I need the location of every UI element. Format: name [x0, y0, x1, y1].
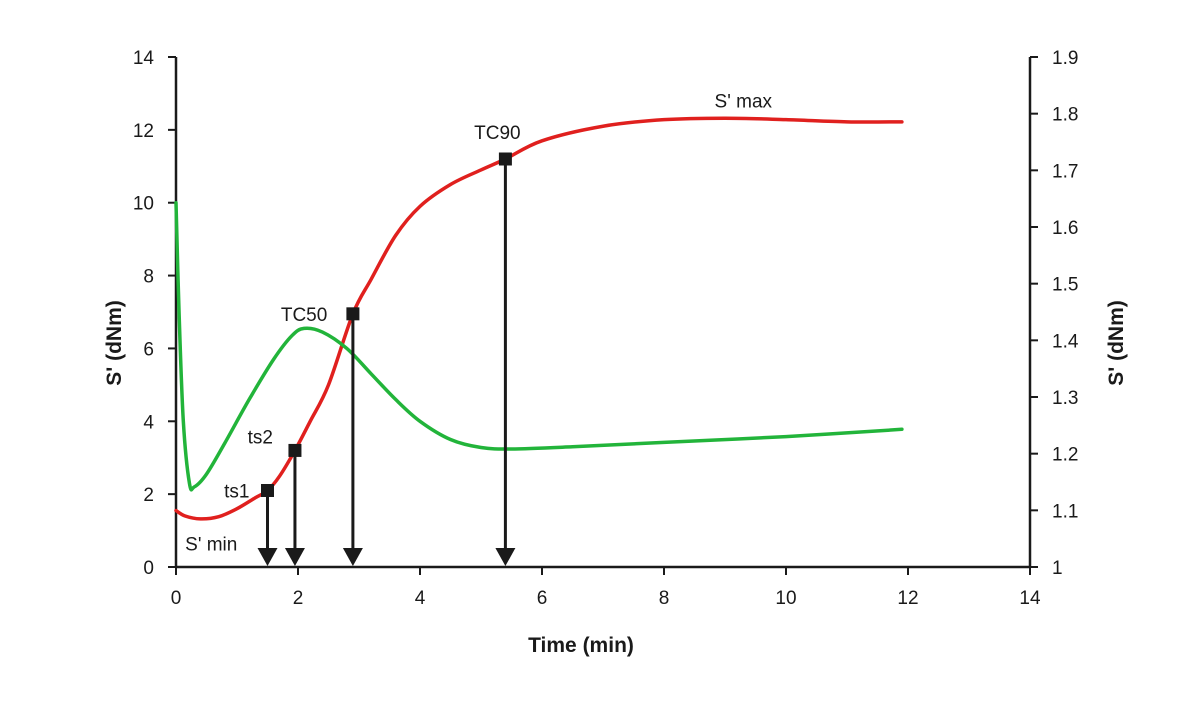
y-right-tick-label: 1.5 [1052, 275, 1078, 296]
x-tick-label: 12 [897, 588, 918, 609]
labels: ts1 ts2 TC90 S' min TC50 S' max [185, 92, 772, 556]
y-left-tick-label: 12 [133, 121, 154, 142]
y-right-tick-label: 1.8 [1052, 105, 1078, 126]
y-right-tick-label: 1 [1052, 558, 1063, 579]
marker-point [284, 443, 305, 566]
curves [174, 116, 904, 521]
x-tick-label: 2 [293, 588, 304, 609]
y-right-tick-label: 1.6 [1052, 218, 1078, 239]
x-tick-label: 4 [415, 588, 426, 609]
marker-point [257, 484, 278, 566]
x-axis-title: Time (min) [528, 634, 634, 657]
red-torque-curve [174, 116, 904, 521]
y-left-tick-label: 8 [143, 267, 154, 288]
y-right-tick-label: 1.3 [1052, 388, 1078, 409]
x-tick-label: 8 [659, 588, 670, 609]
marker-square [288, 443, 302, 457]
axes: 0 2 4 6 8 10 12 14 0 2 4 6 8 10 12 14 1 1.1 1.2 1.3 1.4 1.5 1.… [133, 48, 1079, 609]
marker-point [342, 307, 363, 566]
x-tick-label: 10 [775, 588, 796, 609]
marker-arrow-head [284, 548, 305, 566]
markers [257, 152, 516, 566]
y-right-tick-label: 1.9 [1052, 48, 1078, 69]
y-axis-title-right: S' (dNm) [1105, 300, 1128, 386]
y-left-tick-label: 10 [133, 194, 154, 215]
marker-label: TC90 [474, 123, 520, 144]
marker-arrow-head [342, 548, 363, 566]
annotation-label: S' max [715, 92, 773, 113]
x-tick-label: 0 [171, 588, 182, 609]
x-tick-label: 14 [1019, 588, 1041, 609]
annotation-label: S' min [185, 534, 237, 555]
annotation-label: TC50 [281, 305, 327, 326]
marker-point [495, 152, 516, 566]
marker-square [346, 307, 360, 321]
y-right-tick-label: 1.1 [1052, 501, 1078, 522]
x-tick-label: 6 [537, 588, 548, 609]
marker-square [498, 152, 512, 166]
y-left-tick-label: 4 [143, 412, 154, 433]
green-curve [174, 200, 904, 492]
marker-arrow-head [495, 548, 516, 566]
y-left-tick-label: 0 [143, 558, 154, 579]
y-axis-title-left: S' (dNm) [103, 300, 126, 386]
y-left-tick-label: 6 [143, 339, 154, 360]
y-left-tick-label: 2 [143, 485, 154, 506]
marker-label: ts2 [248, 427, 273, 448]
y-right-tick-label: 1.7 [1052, 161, 1078, 182]
y-right-tick-label: 1.2 [1052, 445, 1078, 466]
y-right-tick-label: 1.4 [1052, 331, 1079, 352]
y-left-tick-label: 14 [133, 48, 155, 69]
marker-label: ts1 [224, 482, 249, 503]
marker-arrow-head [257, 548, 278, 566]
marker-square [261, 484, 274, 497]
